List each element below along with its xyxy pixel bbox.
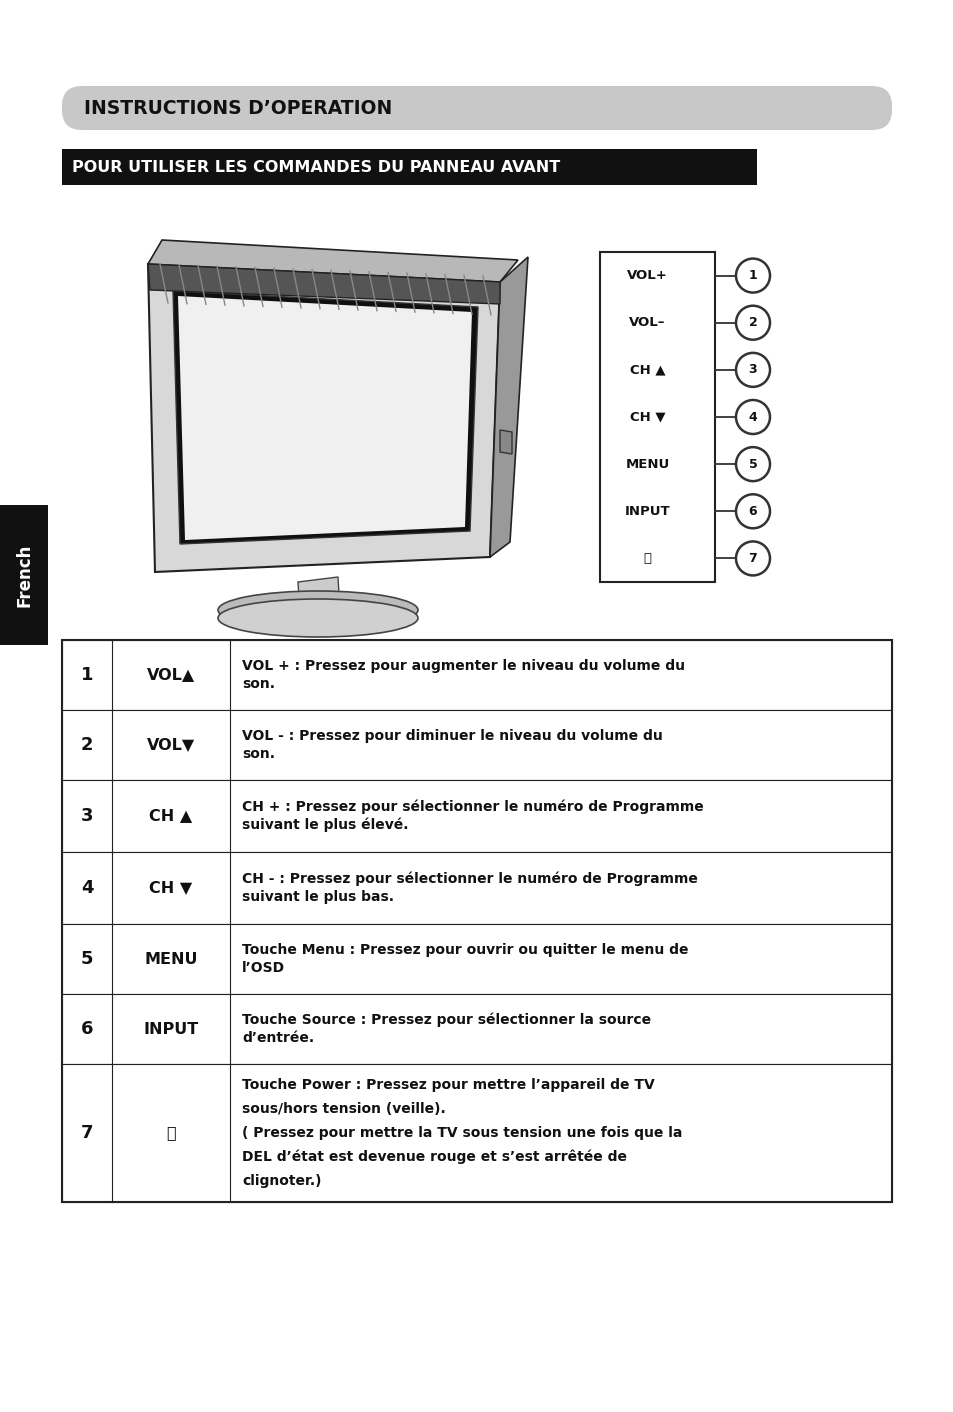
Text: 5: 5 [81,950,93,969]
Bar [62,1065,891,1202]
Circle shape [735,448,769,481]
Polygon shape [178,297,472,539]
Polygon shape [490,257,527,556]
Text: CH + : Pressez pour sélectionner le numéro de Programme: CH + : Pressez pour sélectionner le numé… [242,799,703,813]
Text: ( Pressez pour mettre la TV sous tension une fois que la: ( Pressez pour mettre la TV sous tension… [242,1125,681,1139]
Polygon shape [172,291,477,544]
Circle shape [735,353,769,387]
Circle shape [735,400,769,433]
Ellipse shape [218,592,417,628]
Text: 2: 2 [748,316,757,329]
Text: Touche Menu : Pressez pour ouvrir ou quitter le menu de: Touche Menu : Pressez pour ouvrir ou qui… [242,943,688,957]
Text: Touche Source : Pressez pour sélectionner la source: Touche Source : Pressez pour sélectionne… [242,1012,651,1027]
Text: 3: 3 [81,808,93,825]
Bar [599,251,714,582]
Bar [62,710,891,779]
Text: d’entrée.: d’entrée. [242,1031,314,1045]
Text: VOL▼: VOL▼ [147,737,194,753]
Text: CH - : Pressez pour sélectionner le numéro de Programme: CH - : Pressez pour sélectionner le numé… [242,871,698,885]
Text: suivant le plus bas.: suivant le plus bas. [242,890,394,904]
Text: POUR UTILISER LES COMMANDES DU PANNEAU AVANT: POUR UTILISER LES COMMANDES DU PANNEAU A… [71,160,559,175]
Text: CH ▲: CH ▲ [629,363,664,377]
Text: Touche Power : Pressez pour mettre l’appareil de TV: Touche Power : Pressez pour mettre l’app… [242,1077,654,1091]
Polygon shape [148,240,517,282]
Text: VOL - : Pressez pour diminuer le niveau du volume du: VOL - : Pressez pour diminuer le niveau … [242,729,662,743]
Polygon shape [148,264,499,304]
Text: 6: 6 [81,1019,93,1038]
Ellipse shape [218,599,417,637]
FancyBboxPatch shape [62,86,891,130]
Circle shape [735,541,769,576]
Text: 6: 6 [748,504,757,518]
Text: son.: son. [242,676,274,690]
Bar [62,640,891,710]
Circle shape [735,306,769,340]
Text: VOL + : Pressez pour augmenter le niveau du volume du: VOL + : Pressez pour augmenter le niveau… [242,659,684,674]
Text: clignoter.): clignoter.) [242,1173,321,1187]
Polygon shape [297,578,339,616]
Text: 7: 7 [81,1124,93,1142]
Text: DEL d’état est devenue rouge et s’est arrêtée de: DEL d’état est devenue rouge et s’est ar… [242,1149,626,1165]
Circle shape [735,494,769,528]
Text: INSTRUCTIONS D’OPERATION: INSTRUCTIONS D’OPERATION [84,99,392,117]
Text: 1: 1 [81,666,93,683]
Text: 1: 1 [748,270,757,282]
Text: VOL▲: VOL▲ [147,668,194,682]
Text: MENU: MENU [144,952,197,966]
Bar [62,640,891,1202]
Text: VOL–: VOL– [629,316,665,329]
Text: CH ▼: CH ▼ [629,411,664,424]
Bar [62,923,891,994]
Bar [62,851,891,923]
Text: CH ▼: CH ▼ [150,881,193,895]
Text: l’OSD: l’OSD [242,962,285,976]
Text: French: French [15,544,33,607]
Text: MENU: MENU [625,457,669,470]
Circle shape [735,258,769,292]
Text: ⏻: ⏻ [166,1125,175,1141]
Text: INPUT: INPUT [143,1021,198,1036]
Text: 7: 7 [748,552,757,565]
Text: 4: 4 [748,411,757,424]
Text: 3: 3 [748,363,757,377]
Text: 5: 5 [748,457,757,470]
Text: 4: 4 [81,880,93,897]
Text: suivant le plus élevé.: suivant le plus élevé. [242,818,408,833]
Bar [62,994,891,1065]
Polygon shape [499,431,512,455]
Text: son.: son. [242,747,274,761]
Text: 2: 2 [81,736,93,754]
Text: INPUT: INPUT [624,504,670,518]
Bar [62,779,891,851]
Text: sous/hors tension (veille).: sous/hors tension (veille). [242,1101,445,1115]
Polygon shape [148,264,499,572]
Text: CH ▲: CH ▲ [150,809,193,823]
Bar [62,150,757,185]
Bar [0,505,48,645]
Text: ⏻: ⏻ [643,552,651,565]
Text: VOL+: VOL+ [626,270,667,282]
